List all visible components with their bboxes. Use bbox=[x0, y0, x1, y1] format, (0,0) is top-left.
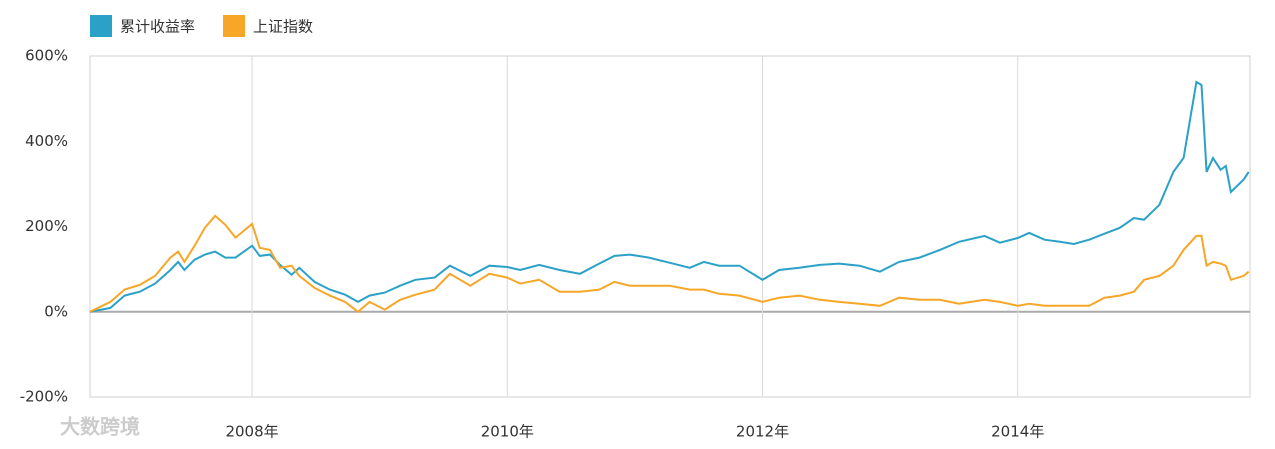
x-tick-label: 2010年 bbox=[481, 423, 534, 441]
watermark: 大数跨境 bbox=[60, 415, 140, 439]
y-tick-label: 0% bbox=[44, 302, 68, 320]
legend-label: 累计收益率 bbox=[120, 18, 195, 36]
x-tick-label: 2008年 bbox=[225, 423, 278, 441]
y-tick-label: 200% bbox=[25, 217, 68, 235]
series-line bbox=[89, 214, 1250, 314]
y-tick-label: 400% bbox=[25, 132, 68, 150]
x-tick-label: 2012年 bbox=[736, 423, 789, 441]
legend-swatch bbox=[90, 15, 112, 37]
legend-swatch bbox=[223, 15, 246, 37]
legend-label: 上证指数 bbox=[253, 18, 313, 36]
series-line bbox=[89, 80, 1250, 313]
y-tick-label: -200% bbox=[20, 388, 68, 406]
x-tick-label: 2014年 bbox=[991, 423, 1044, 441]
plot-frame bbox=[89, 55, 1251, 398]
y-tick-label: 600% bbox=[25, 47, 68, 65]
